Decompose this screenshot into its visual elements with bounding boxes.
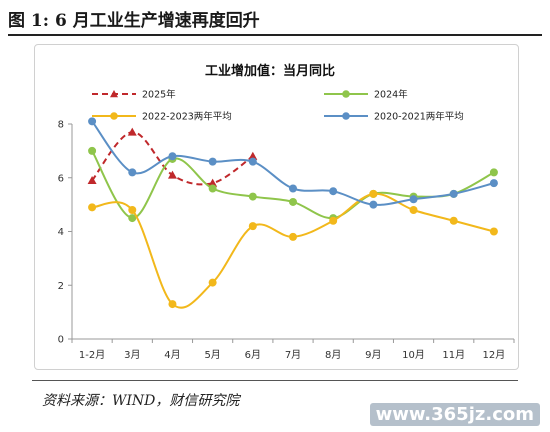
data-point xyxy=(128,206,137,214)
figure-title: 图 1: 6 月工业生产增速再度回升 xyxy=(8,11,260,31)
legend-marker xyxy=(110,90,118,98)
data-point xyxy=(289,232,297,241)
source-rule xyxy=(32,380,518,381)
x-tick-label: 12月 xyxy=(483,349,506,361)
watermark: www.365jz.com xyxy=(369,403,540,426)
y-tick-label: 8 xyxy=(58,120,64,131)
data-point xyxy=(369,200,378,209)
data-point xyxy=(208,157,217,166)
data-point xyxy=(88,203,97,212)
data-point xyxy=(127,127,137,136)
y-tick-label: 6 xyxy=(58,173,64,184)
data-point xyxy=(248,222,257,231)
x-tick-label: 4月 xyxy=(164,349,180,361)
series-layer xyxy=(87,117,498,309)
data-point xyxy=(329,187,338,196)
legend: 2025年 2024年 2022-2023两年平均 2020-2021两年平均 xyxy=(92,89,464,123)
data-point xyxy=(208,184,217,193)
x-tick-label: 9月 xyxy=(365,349,381,361)
chart-panel xyxy=(34,44,519,370)
data-point xyxy=(369,189,378,198)
legend-label: 2022-2023两年平均 xyxy=(142,111,232,123)
x-tick-label: 6月 xyxy=(245,349,261,361)
data-point xyxy=(128,168,137,177)
legend-label: 2025年 xyxy=(142,89,176,101)
data-point xyxy=(409,206,418,214)
data-point xyxy=(289,184,297,193)
x-tick-label: 1-2月 xyxy=(79,349,105,361)
data-point xyxy=(489,179,498,188)
data-point xyxy=(409,195,418,204)
data-point xyxy=(87,175,97,185)
data-point xyxy=(248,192,257,201)
data-point xyxy=(489,227,498,236)
y-tick-label: 4 xyxy=(58,227,64,238)
data-point xyxy=(88,146,97,155)
x-tick-label: 5月 xyxy=(204,349,220,361)
title-rule xyxy=(8,34,542,36)
y-tick-label: 2 xyxy=(58,281,64,292)
source-note: 资料来源：WIND，财信研究院 xyxy=(42,393,240,409)
series-line-2 xyxy=(91,192,495,309)
x-tick-label: 8月 xyxy=(325,349,341,361)
legend-label: 2024年 xyxy=(374,89,408,101)
data-point xyxy=(289,197,297,206)
legend-marker xyxy=(342,112,350,120)
data-point xyxy=(449,189,458,198)
data-point xyxy=(167,170,177,179)
legend-marker xyxy=(342,90,350,98)
series-line-1 xyxy=(91,150,495,220)
data-point xyxy=(449,216,458,225)
x-tick-label: 11月 xyxy=(442,349,465,361)
axis-ticks: 0 2 4 6 8 1-2月 3月 4月 5月 6月 7月 8月 9月 10月 11月 12月 xyxy=(58,120,515,361)
data-point xyxy=(248,157,257,166)
legend-marker xyxy=(110,112,118,120)
x-tick-label: 10月 xyxy=(402,349,425,361)
data-point xyxy=(168,152,177,161)
chart-title: 工业增加值：当月同比 xyxy=(205,63,335,79)
data-point xyxy=(208,278,217,287)
data-point xyxy=(128,214,137,223)
data-point xyxy=(208,178,218,187)
x-tick-label: 3月 xyxy=(124,349,140,361)
data-point xyxy=(329,216,338,225)
legend-label: 2020-2021两年平均 xyxy=(374,111,464,123)
data-point xyxy=(248,151,258,160)
x-tick-label: 7月 xyxy=(285,349,301,361)
data-point xyxy=(489,168,498,177)
data-point xyxy=(88,117,97,126)
data-point xyxy=(168,300,177,309)
y-tick-label: 0 xyxy=(58,335,64,346)
